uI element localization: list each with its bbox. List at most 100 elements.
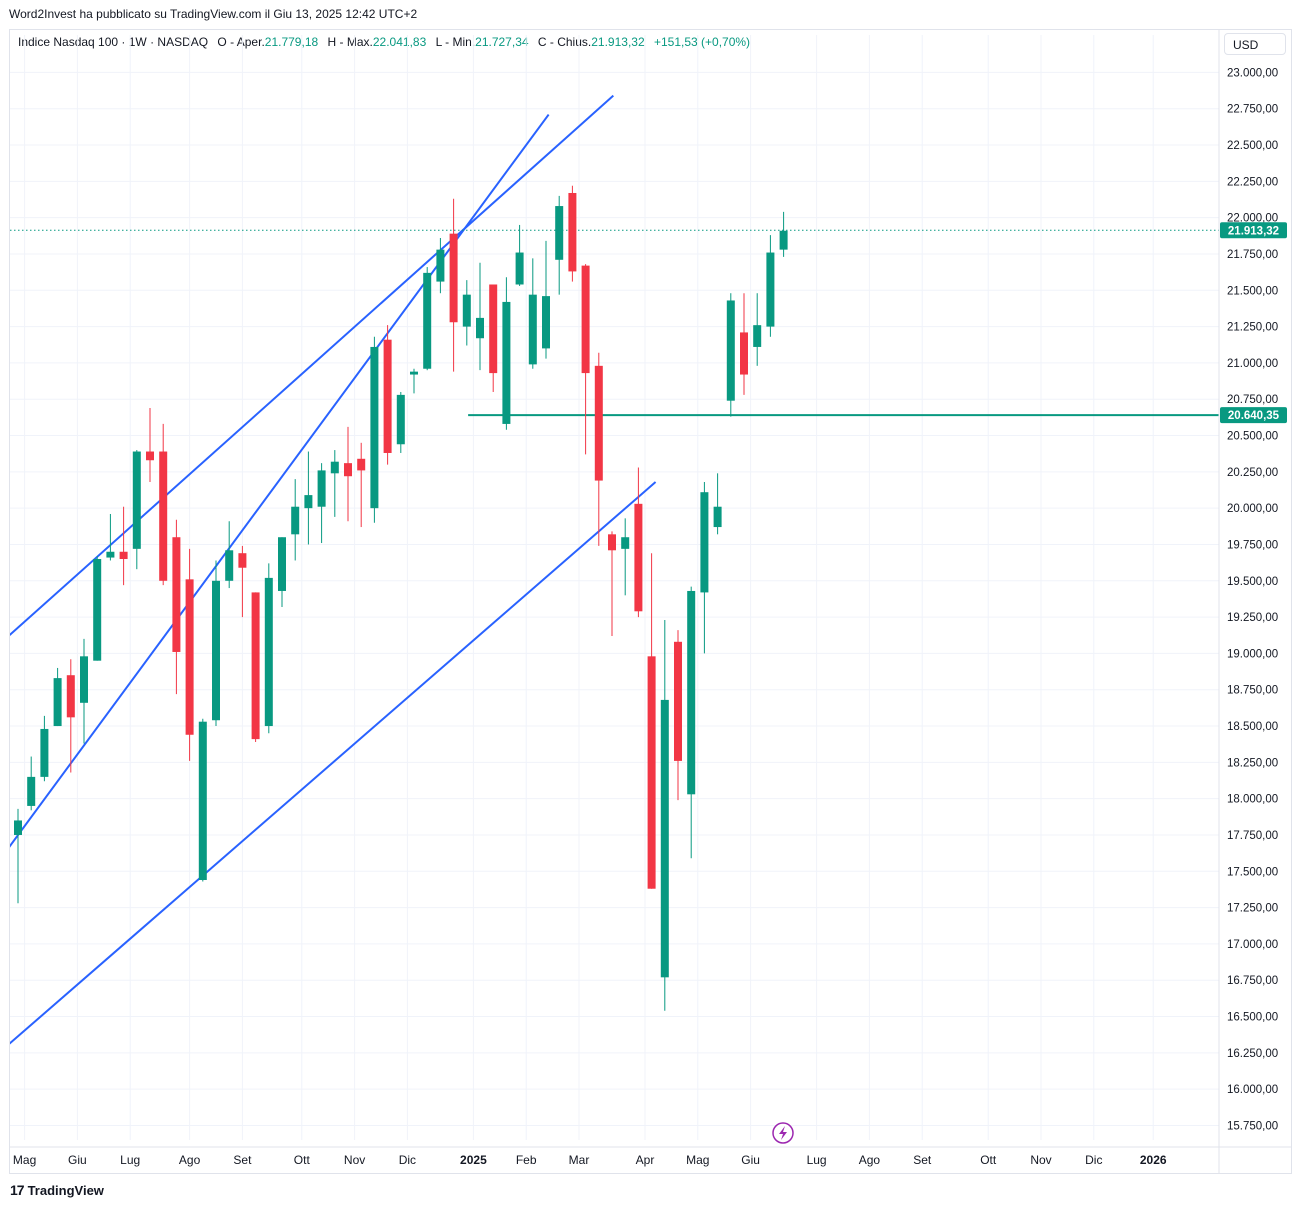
currency-selector[interactable]: USD: [1224, 33, 1286, 55]
x-tick-label: Mag: [13, 1153, 36, 1167]
x-tick-label: Apr: [636, 1153, 655, 1167]
candle: [542, 240, 550, 359]
candle: [594, 352, 603, 546]
y-tick-label: 22.000,00: [1227, 213, 1278, 225]
y-tick-label: 16.250,00: [1227, 1048, 1278, 1060]
chart-frame: [9, 29, 1292, 1174]
candle: [66, 659, 75, 773]
grid-layer: [10, 35, 1219, 1140]
high-label: H - Max.: [327, 35, 373, 49]
support-level-label: 20.640,35: [1228, 410, 1280, 422]
candle: [344, 426, 352, 522]
candle: [159, 423, 168, 586]
candle-body: [264, 577, 273, 727]
candle: [608, 531, 616, 636]
y-tick-label: 22.750,00: [1227, 104, 1278, 116]
candle-body: [106, 551, 115, 558]
candle: [476, 262, 484, 371]
candle-body: [291, 506, 300, 535]
candle: [93, 556, 102, 661]
candle: [581, 264, 590, 455]
candle: [660, 620, 669, 1011]
candle: [396, 391, 405, 453]
candle-body: [330, 461, 339, 474]
candle-body: [647, 656, 656, 889]
candle: [27, 756, 36, 811]
candle-body: [766, 252, 775, 327]
candle-body: [660, 699, 669, 978]
levels-layer: [10, 229, 1219, 417]
y-tick-label: 16.750,00: [1227, 975, 1278, 987]
y-tick-label: 21.750,00: [1227, 249, 1278, 261]
candle: [449, 198, 458, 372]
candle: [40, 715, 49, 782]
candle-body: [251, 592, 260, 740]
candle-body: [515, 252, 524, 285]
candle: [515, 224, 524, 286]
symbol-label[interactable]: Indice Nasdaq 100 · 1W · NASDAQ: [18, 35, 209, 49]
x-tick-label: Ott: [980, 1153, 997, 1167]
y-tick-label: 16.000,00: [1227, 1084, 1278, 1096]
candle: [700, 482, 709, 654]
support-level-tag: [1220, 407, 1287, 424]
candle-body: [700, 492, 709, 593]
last-price-label: 21.913,32: [1228, 225, 1279, 237]
y-tick-label: 21.250,00: [1227, 322, 1278, 334]
candle: [634, 467, 643, 618]
candle-body: [542, 296, 550, 349]
candle: [423, 267, 432, 371]
y-tick-label: 19.000,00: [1227, 648, 1278, 660]
tradingview-brand: TradingView: [27, 1182, 104, 1198]
y-tick-label: 19.250,00: [1227, 612, 1278, 624]
y-tick-label: 15.750,00: [1227, 1120, 1278, 1132]
y-tick-label: 20.250,00: [1227, 467, 1278, 479]
candle-body: [383, 339, 392, 453]
candle-body: [462, 294, 471, 327]
candle-body: [555, 206, 564, 260]
y-tick-label: 20.500,00: [1227, 431, 1278, 443]
candle: [647, 553, 656, 889]
candle-body: [238, 553, 247, 568]
event-flash-icon[interactable]: [772, 1122, 794, 1144]
y-tick-label: 18.000,00: [1227, 794, 1278, 806]
candle-body: [185, 579, 194, 735]
tradingview-footer: 17 TradingView: [10, 1182, 104, 1198]
y-tick-label: 18.250,00: [1227, 757, 1278, 769]
candle: [106, 513, 115, 561]
y-tick-label: 21.000,00: [1227, 358, 1278, 370]
candle: [753, 293, 762, 366]
x-tick-label: Mag: [686, 1153, 709, 1167]
candle: [330, 450, 339, 517]
trendline-channel-upper-outer: [10, 94, 614, 637]
x-tick-label: Nov: [344, 1153, 365, 1167]
candle-body: [344, 463, 352, 477]
x-tick-label: Ago: [859, 1153, 881, 1167]
publish-caption: Word2Invest ha pubblicato su TradingView…: [9, 7, 418, 21]
candle-body: [172, 537, 181, 652]
candle: [132, 450, 141, 570]
candle: [53, 667, 62, 727]
candle-body: [80, 656, 88, 703]
low-label: L - Min.: [435, 35, 476, 49]
candle-body: [53, 678, 62, 727]
candle-body: [14, 820, 22, 835]
candle: [264, 563, 273, 734]
candle: [146, 407, 154, 483]
candle: [225, 521, 234, 589]
candle: [80, 638, 88, 744]
candle-body: [27, 776, 36, 806]
y-tick-label: 18.500,00: [1227, 721, 1278, 733]
candle: [462, 280, 471, 346]
candle-body: [370, 346, 379, 509]
candle-body: [674, 641, 682, 761]
candle-body: [410, 371, 418, 375]
candle-body: [621, 537, 630, 549]
candles-layer: [14, 185, 788, 1011]
candle-body: [357, 458, 366, 471]
candle-body: [568, 192, 577, 272]
candle-body: [278, 537, 286, 591]
candle-body: [753, 325, 762, 347]
x-tick-label: Ago: [179, 1153, 201, 1167]
candle-body: [396, 394, 405, 445]
